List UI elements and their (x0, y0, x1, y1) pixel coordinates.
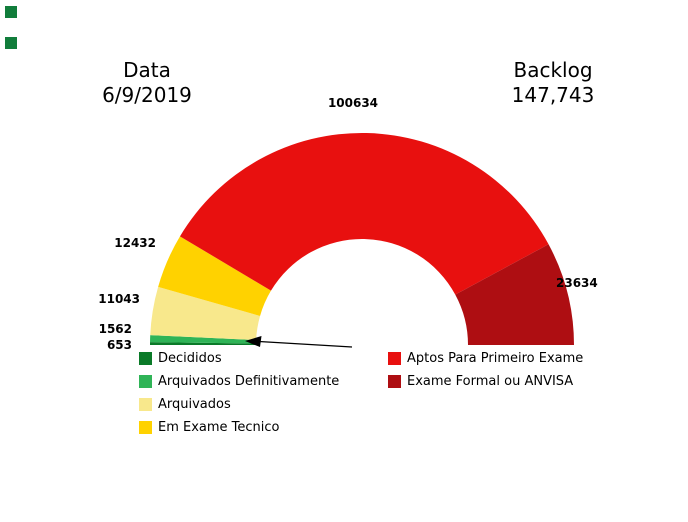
backlog-header: Backlog 147,743 (464, 58, 642, 108)
legend-label-em-exame-tecnico: Em Exame Tecnico (158, 420, 280, 435)
legend-label-aptos-para-primeiro-exame: Aptos Para Primeiro Exame (407, 351, 584, 366)
legend-item-aptos-para-primeiro-exame: Aptos Para Primeiro Exame (388, 347, 583, 370)
legend-item-em-exame-tecnico: Em Exame Tecnico (139, 416, 339, 439)
legend-swatch-em-exame-tecnico (139, 421, 152, 434)
date-header: Data 6/9/2019 (58, 58, 236, 108)
legend-swatch-aptos-para-primeiro-exame (388, 352, 401, 365)
corner-marker-bottom (5, 37, 17, 49)
backlog-label: Backlog (513, 58, 593, 82)
gauge-segment-em-exame-tecnico (158, 236, 271, 316)
value-label-aptos-para-primeiro-exame: 100634 (327, 96, 379, 110)
legend-label-decididos: Decididos (158, 351, 222, 366)
legend-item-arquivados: Arquivados (139, 393, 339, 416)
legend-swatch-arquivados-definitivamente (139, 375, 152, 388)
backlog-value: 147,743 (511, 83, 595, 107)
annotation-arrow (245, 336, 353, 348)
legend-swatch-arquivados (139, 398, 152, 411)
legend-item-arquivados-definitivamente: Arquivados Definitivamente (139, 370, 339, 393)
legend-left-column: Decididos Arquivados Definitivamente Arq… (139, 347, 339, 439)
gauge-segment-arquivados (150, 286, 261, 341)
gauge-segment-arquivados-definitivamente (150, 335, 257, 344)
value-label-em-exame-tecnico: 12432 (114, 236, 156, 250)
date-value: 6/9/2019 (102, 83, 192, 107)
gauge-segment-decididos (150, 342, 257, 345)
gauge-segment-exame-formal-ou-anvisa (455, 244, 574, 345)
value-label-arquivados: 11043 (98, 292, 140, 306)
corner-marker-top (5, 6, 17, 18)
gauge-segments (150, 133, 574, 345)
legend-item-decididos: Decididos (139, 347, 339, 370)
date-label: Data (123, 58, 171, 82)
gauge-segment-aptos-para-primeiro-exame (179, 133, 549, 295)
legend-label-arquivados: Arquivados (158, 397, 231, 412)
legend-swatch-exame-formal-ou-anvisa (388, 375, 401, 388)
value-label-exame-formal-ou-anvisa: 23634 (556, 276, 598, 290)
legend-label-arquivados-definitivamente: Arquivados Definitivamente (158, 374, 340, 389)
legend-right-column: Aptos Para Primeiro Exame Exame Formal o… (388, 347, 583, 393)
legend-swatch-decididos (139, 352, 152, 365)
value-label-arquivados-definitivamente: 1562 (98, 322, 132, 336)
value-label-decididos: 653 (106, 338, 132, 352)
legend-label-exame-formal-ou-anvisa: Exame Formal ou ANVISA (407, 374, 574, 389)
legend-item-exame-formal-ou-anvisa: Exame Formal ou ANVISA (388, 370, 583, 393)
